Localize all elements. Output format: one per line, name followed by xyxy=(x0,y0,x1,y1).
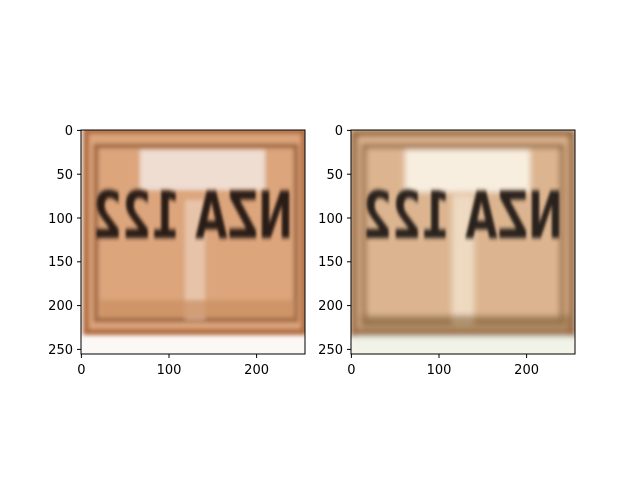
right-x-tick-label: 100 xyxy=(427,363,452,378)
left-y-tick-label: 250 xyxy=(48,343,73,358)
left-x-tick-label: 0 xyxy=(77,363,85,378)
left-x-tick-label: 200 xyxy=(244,363,269,378)
left-x-tick-label: 100 xyxy=(157,363,182,378)
right-y-tick-label: 200 xyxy=(318,299,343,314)
right-axes-frame xyxy=(350,129,576,355)
right-panel: NZA 122 0 50 100 150 200 250 0 100 xyxy=(318,124,576,378)
left-y-tick-label: 150 xyxy=(48,255,73,270)
left-y-tick-label: 100 xyxy=(48,212,73,227)
right-x-tick-label: 200 xyxy=(514,363,539,378)
right-y-tick-label: 150 xyxy=(318,255,343,270)
left-y-tick-label: 50 xyxy=(56,168,73,183)
left-image: NZA 122 xyxy=(80,129,306,355)
right-x-tick-label: 0 xyxy=(347,363,355,378)
svg-text:NZA 122: NZA 122 xyxy=(363,177,563,253)
right-y-tick-label: 250 xyxy=(318,343,343,358)
left-x-axis: 0 100 200 xyxy=(77,354,269,378)
svg-text:NZA 122: NZA 122 xyxy=(93,177,293,253)
right-plate-text: NZA 122 xyxy=(363,177,563,253)
left-y-tick-label: 200 xyxy=(48,299,73,314)
right-y-tick-label: 50 xyxy=(326,168,343,183)
right-y-tick-label: 100 xyxy=(318,212,343,227)
right-image: NZA 122 xyxy=(350,129,576,355)
left-y-tick-label: 0 xyxy=(65,124,73,139)
right-y-tick-label: 0 xyxy=(335,124,343,139)
left-axes-frame xyxy=(80,129,306,355)
left-panel: NZA 122 0 50 100 150 200 250 0 100 xyxy=(48,124,306,378)
right-y-axis: 0 50 100 150 200 250 xyxy=(318,124,351,358)
left-y-axis: 0 50 100 150 200 250 xyxy=(48,124,81,358)
left-plate-text: NZA 122 xyxy=(93,177,293,253)
right-x-axis: 0 100 200 xyxy=(347,354,539,378)
